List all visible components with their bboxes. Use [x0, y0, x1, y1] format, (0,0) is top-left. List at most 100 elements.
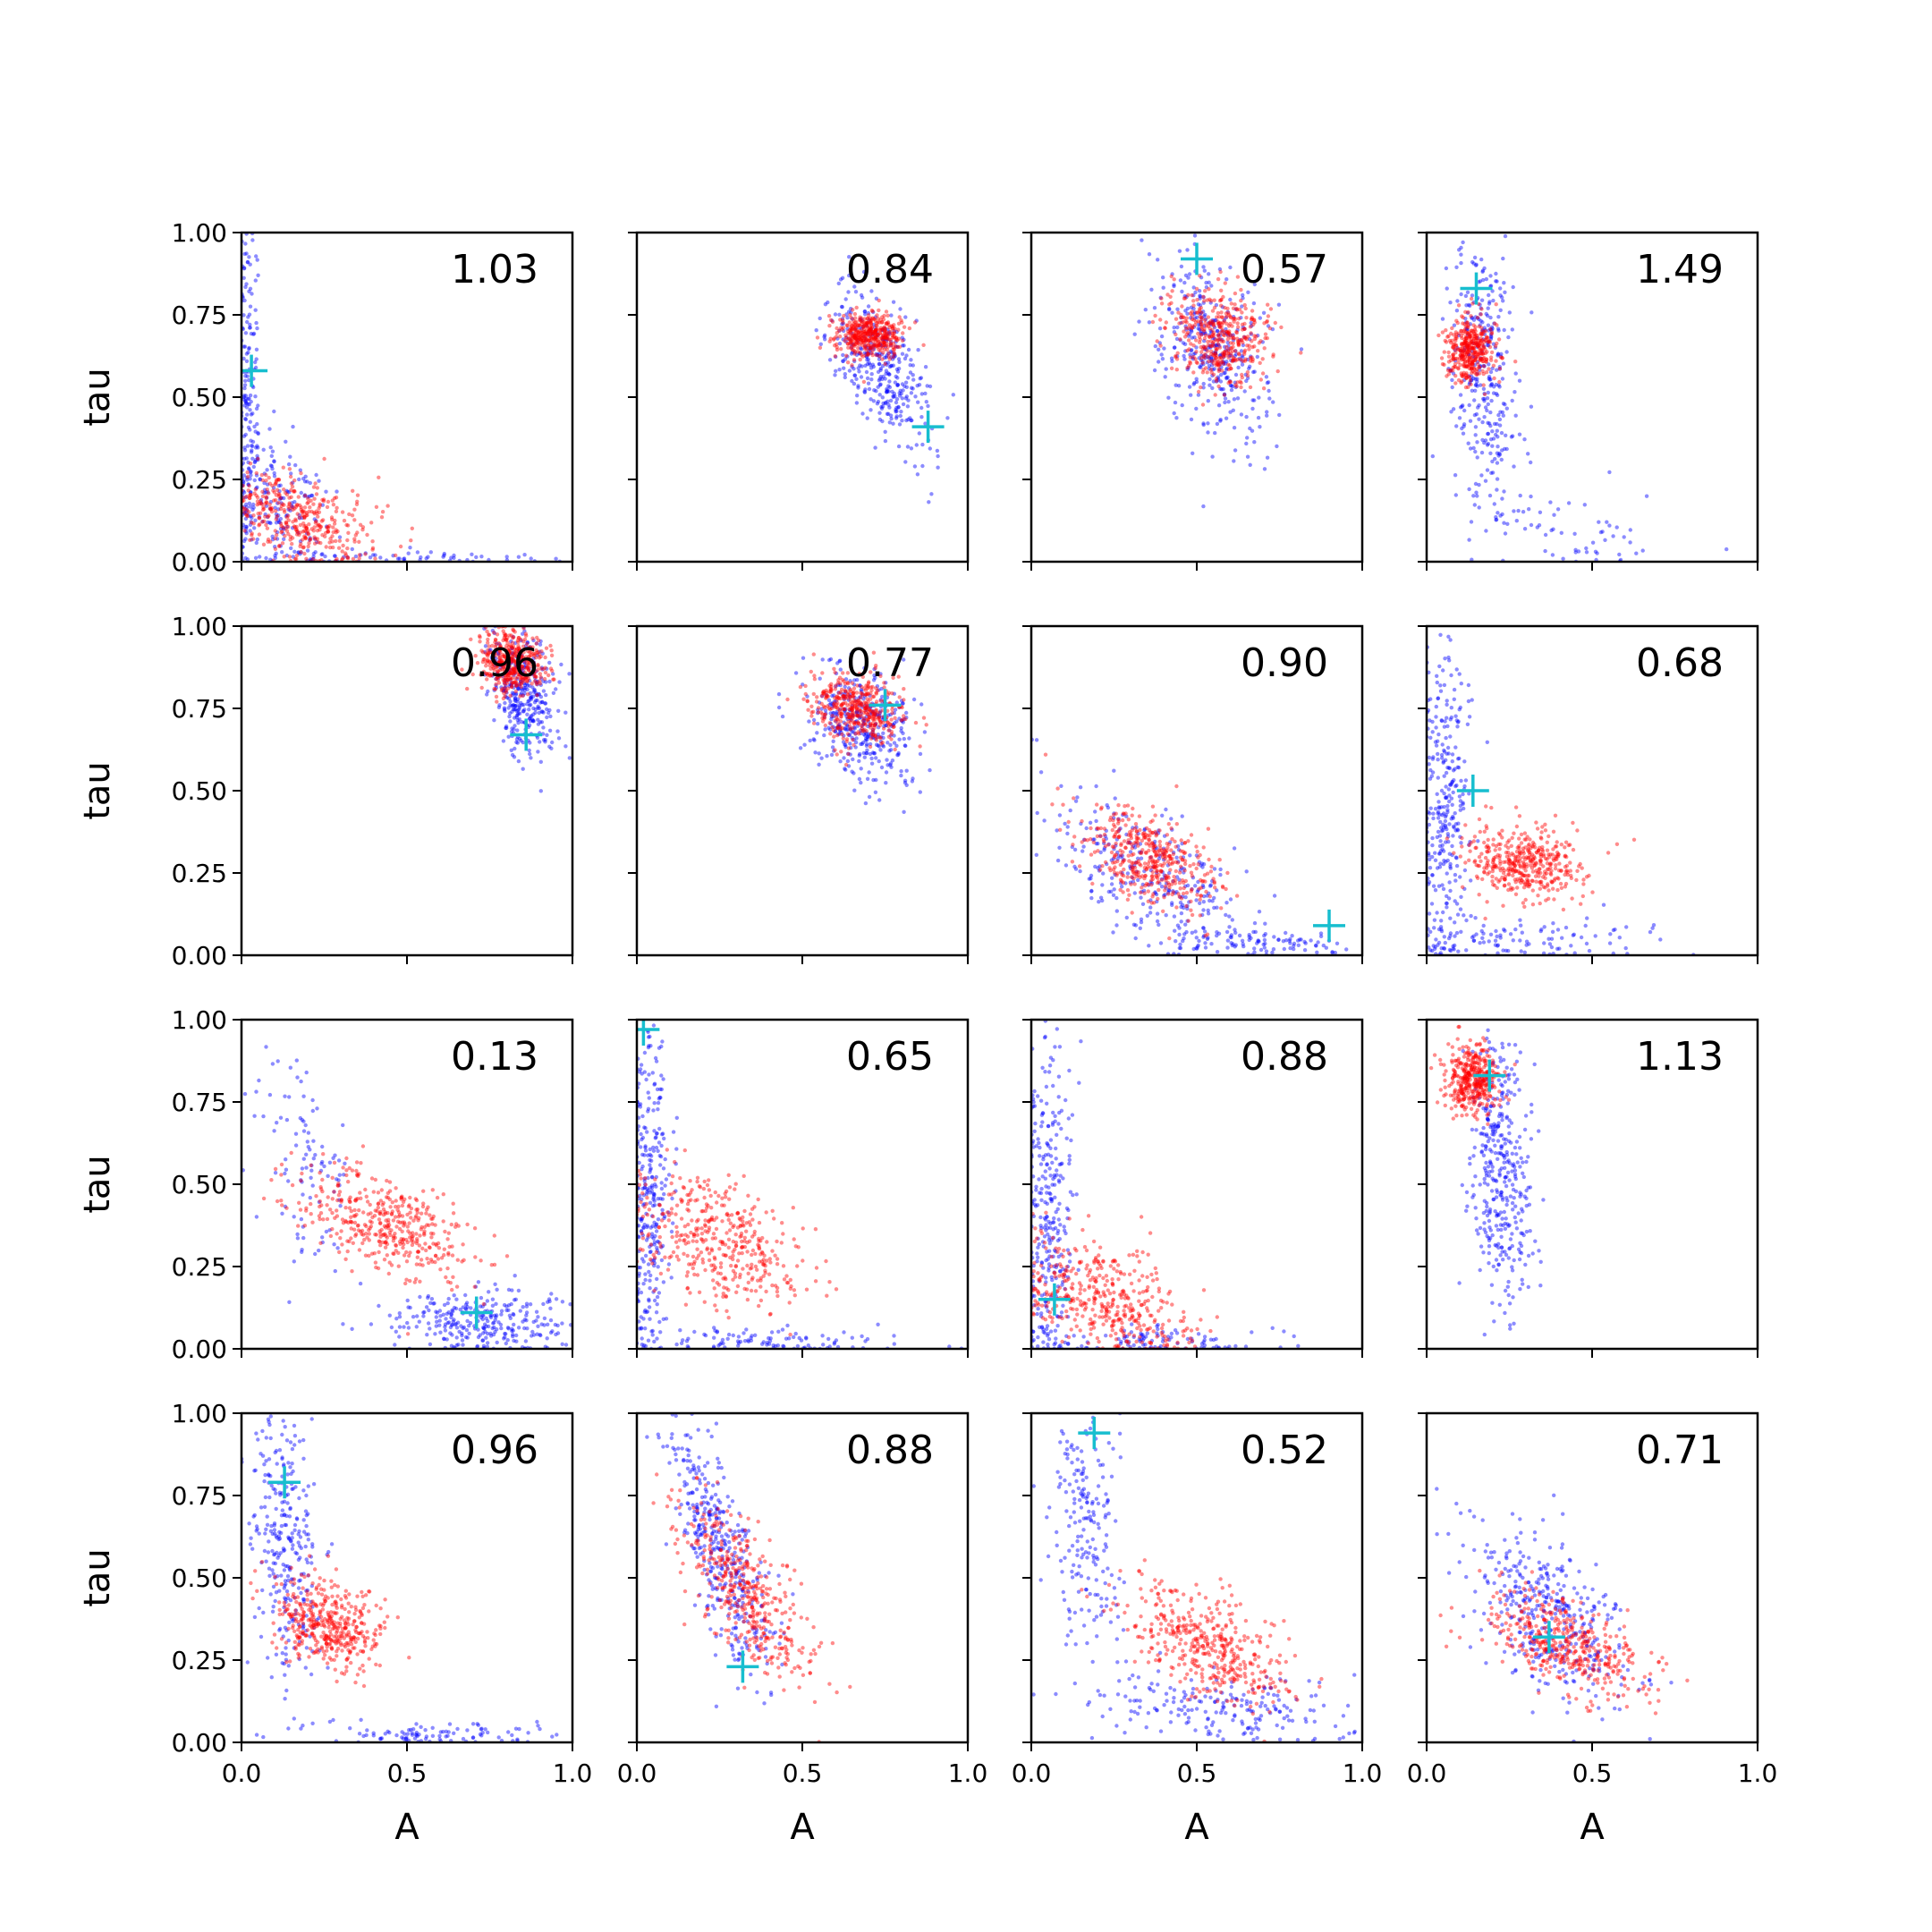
data-point — [847, 369, 852, 373]
data-point — [1501, 361, 1506, 366]
data-point — [288, 474, 293, 479]
data-point — [523, 672, 529, 676]
data-point — [869, 685, 873, 690]
data-point — [1450, 326, 1454, 331]
data-point — [516, 687, 521, 691]
data-point — [1482, 440, 1487, 445]
data-point — [525, 640, 530, 645]
data-point — [1475, 344, 1479, 350]
data-point — [1446, 360, 1452, 364]
reference-marker — [1460, 272, 1493, 305]
data-point — [1479, 306, 1483, 310]
data-point — [1170, 289, 1174, 293]
data-point — [1463, 339, 1469, 343]
data-point — [1496, 328, 1501, 333]
data-point — [858, 346, 863, 351]
data-point — [1231, 333, 1235, 337]
data-point — [1467, 375, 1472, 380]
data-point — [509, 661, 513, 665]
data-point — [1510, 398, 1514, 403]
data-point — [1451, 365, 1455, 370]
data-point — [900, 396, 904, 401]
data-point — [505, 677, 510, 682]
data-point — [872, 666, 877, 672]
data-point — [1231, 341, 1235, 345]
data-point — [273, 509, 278, 513]
data-point — [535, 693, 539, 698]
data-point — [1131, 879, 1136, 884]
data-point — [489, 655, 495, 660]
data-point — [843, 726, 847, 731]
data-point — [853, 334, 858, 338]
data-point — [852, 738, 856, 742]
data-point — [854, 401, 860, 405]
data-point — [284, 553, 289, 558]
data-point — [864, 691, 869, 697]
data-point — [848, 692, 852, 697]
data-point — [1192, 311, 1197, 317]
data-point — [262, 490, 267, 496]
data-point — [301, 538, 305, 542]
data-point — [402, 556, 407, 561]
data-point — [866, 310, 871, 316]
data-point — [1178, 278, 1183, 283]
data-point — [500, 663, 504, 667]
data-point — [516, 659, 521, 664]
data-point — [1214, 377, 1219, 381]
data-point — [494, 683, 498, 688]
data-point — [835, 707, 841, 711]
data-point — [1479, 352, 1484, 356]
data-point — [875, 688, 880, 693]
data-point — [1527, 507, 1531, 512]
data-point — [1227, 329, 1232, 334]
data-point — [885, 332, 889, 336]
data-point — [866, 352, 871, 356]
data-point — [515, 741, 520, 745]
data-point — [889, 363, 894, 369]
data-point — [508, 719, 513, 724]
data-point — [296, 495, 301, 499]
data-point — [1206, 343, 1211, 348]
data-point — [877, 339, 881, 344]
data-point — [873, 445, 877, 450]
data-point — [1440, 361, 1445, 367]
data-point — [504, 657, 508, 661]
data-point — [1501, 299, 1505, 303]
data-point — [1140, 238, 1144, 242]
data-point — [897, 344, 902, 349]
data-point — [1212, 352, 1216, 356]
data-point — [818, 676, 822, 681]
data-point — [836, 724, 841, 728]
data-point — [869, 335, 873, 340]
data-point — [887, 722, 893, 726]
data-point — [1189, 348, 1193, 353]
data-point — [842, 679, 846, 683]
data-point — [274, 512, 279, 517]
data-point — [891, 341, 896, 346]
data-point — [245, 374, 250, 378]
data-point — [828, 721, 833, 726]
data-point — [281, 525, 285, 530]
data-point — [1239, 316, 1243, 320]
data-point — [548, 643, 553, 648]
data-point — [877, 343, 881, 347]
data-point — [1174, 416, 1179, 420]
data-point — [242, 251, 247, 257]
data-point — [1250, 357, 1255, 361]
data-point — [306, 531, 310, 536]
data-point — [1109, 882, 1114, 886]
data-point — [1513, 360, 1518, 364]
data-point — [882, 340, 886, 345]
data-point — [1175, 354, 1180, 359]
data-point — [862, 694, 868, 699]
data-point — [276, 483, 281, 488]
data-point — [1465, 310, 1470, 316]
data-point — [259, 501, 264, 505]
data-point — [352, 539, 357, 544]
data-point — [859, 711, 863, 716]
data-point — [853, 720, 858, 724]
data-point — [507, 665, 512, 669]
data-point — [882, 340, 886, 344]
data-point — [1201, 908, 1206, 912]
data-point — [532, 665, 537, 669]
